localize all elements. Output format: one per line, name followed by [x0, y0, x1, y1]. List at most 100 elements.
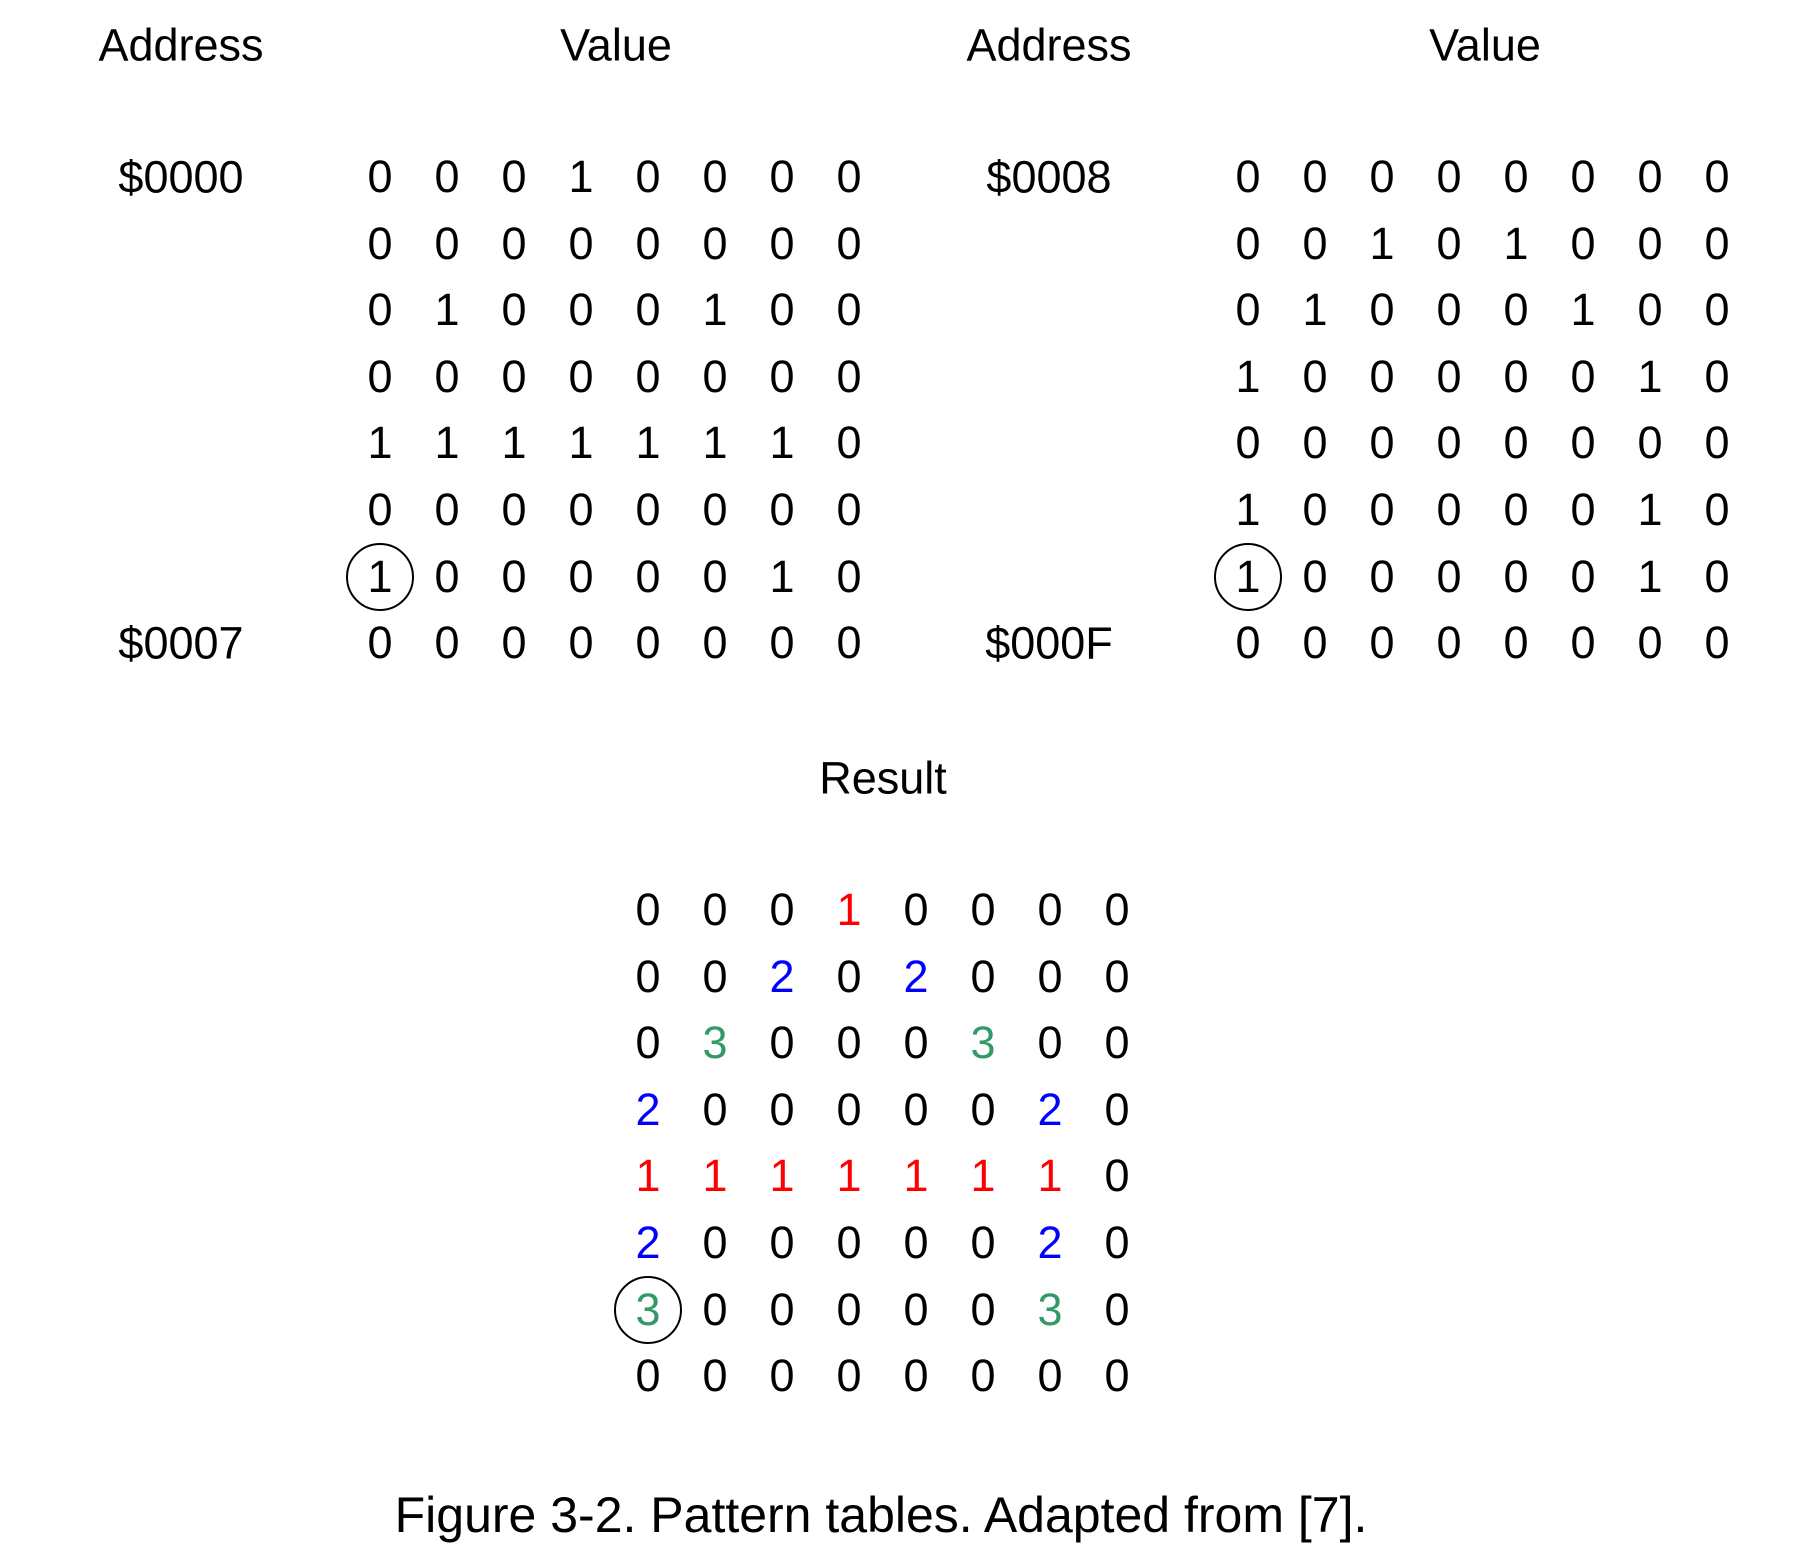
grid-cell: 0 — [903, 1283, 929, 1335]
grid-cell: 0 — [1104, 1283, 1130, 1335]
grid-cell: 1 — [1637, 550, 1663, 602]
grid-cell: 0 — [635, 284, 661, 336]
grid-cell: 0 — [1436, 484, 1462, 535]
grid-cell: 0 — [1436, 151, 1462, 202]
grid-cell: 0 — [635, 217, 661, 269]
grid-cell: 0 — [434, 217, 460, 269]
grid-cell: 0 — [1637, 151, 1663, 202]
left-start-address: $0000 — [118, 151, 244, 203]
grid-cell: 0 — [635, 484, 661, 535]
grid-cell: 1 — [1369, 217, 1395, 269]
grid-cell: 0 — [434, 151, 460, 202]
grid-cell: 1 — [635, 1150, 661, 1202]
grid-cell: 0 — [769, 617, 795, 669]
grid-cell: 0 — [702, 1350, 728, 1402]
grid-cell: 1 — [1302, 284, 1328, 336]
grid-cell: 0 — [501, 350, 527, 402]
grid-cell: 0 — [1235, 217, 1261, 269]
grid-cell: 1 — [769, 550, 795, 602]
grid-cell: 0 — [702, 1083, 728, 1135]
grid-cell: 0 — [1369, 284, 1395, 336]
grid-cell: 0 — [501, 550, 527, 602]
grid-cell: 0 — [501, 284, 527, 336]
grid-cell: 0 — [1570, 550, 1596, 602]
grid-cell: 1 — [1637, 484, 1663, 535]
grid-cell: 0 — [1037, 1350, 1063, 1402]
grid-cell: 0 — [970, 1350, 996, 1402]
grid-cell: 1 — [1235, 350, 1261, 402]
grid-cell: 0 — [1637, 284, 1663, 336]
grid-cell: 0 — [702, 151, 728, 202]
right-value-header: Value — [1429, 19, 1541, 71]
grid-cell: 0 — [903, 1083, 929, 1135]
grid-cell: 0 — [1570, 417, 1596, 469]
grid-cell: 1 — [635, 417, 661, 469]
grid-cell: 0 — [836, 1017, 862, 1069]
grid-cell: 0 — [836, 151, 862, 202]
grid-cell: 0 — [1369, 617, 1395, 669]
grid-cell: 0 — [1704, 550, 1730, 602]
highlight-circle — [346, 542, 414, 611]
grid-cell: 0 — [434, 550, 460, 602]
grid-cell: 0 — [1637, 617, 1663, 669]
grid-cell: 0 — [501, 617, 527, 669]
grid-cell: 0 — [1369, 350, 1395, 402]
grid-cell: 0 — [1302, 350, 1328, 402]
grid-cell: 0 — [434, 484, 460, 535]
grid-cell: 1 — [702, 284, 728, 336]
grid-cell: 0 — [1104, 950, 1130, 1002]
grid-cell: 0 — [1704, 217, 1730, 269]
grid-cell: 0 — [1503, 617, 1529, 669]
grid-cell: 0 — [367, 350, 393, 402]
grid-cell: 0 — [1436, 617, 1462, 669]
grid-cell: 0 — [769, 884, 795, 935]
grid-cell: 1 — [769, 417, 795, 469]
grid-cell: 0 — [1503, 284, 1529, 336]
grid-cell: 1 — [501, 417, 527, 469]
grid-cell: 0 — [836, 550, 862, 602]
grid-cell: 0 — [769, 1217, 795, 1268]
grid-cell: 2 — [635, 1083, 661, 1135]
grid-cell: 1 — [434, 284, 460, 336]
grid-cell: 0 — [635, 151, 661, 202]
grid-cell: 0 — [367, 217, 393, 269]
grid-cell: 0 — [1503, 484, 1529, 535]
grid-cell: 0 — [501, 217, 527, 269]
grid-cell: 1 — [903, 1150, 929, 1202]
grid-cell: 0 — [836, 350, 862, 402]
grid-cell: 0 — [769, 284, 795, 336]
grid-cell: 1 — [568, 417, 594, 469]
grid-cell: 1 — [836, 884, 862, 935]
grid-cell: 1 — [769, 1150, 795, 1202]
grid-cell: 0 — [1570, 350, 1596, 402]
grid-cell: 0 — [1503, 151, 1529, 202]
grid-cell: 0 — [702, 617, 728, 669]
grid-cell: 0 — [970, 1083, 996, 1135]
grid-cell: 0 — [1037, 950, 1063, 1002]
grid-cell: 0 — [501, 151, 527, 202]
grid-cell: 0 — [702, 884, 728, 935]
grid-cell: 0 — [568, 350, 594, 402]
left-value-header: Value — [560, 19, 672, 71]
grid-cell: 0 — [1235, 617, 1261, 669]
grid-cell: 0 — [1570, 217, 1596, 269]
grid-cell: 0 — [635, 350, 661, 402]
grid-cell: 1 — [434, 417, 460, 469]
grid-cell: 0 — [568, 217, 594, 269]
grid-cell: 1 — [702, 1150, 728, 1202]
grid-cell: 1 — [702, 417, 728, 469]
grid-cell: 0 — [1503, 550, 1529, 602]
grid-cell: 0 — [836, 617, 862, 669]
grid-cell: 3 — [702, 1017, 728, 1069]
grid-cell: 0 — [702, 1217, 728, 1268]
grid-cell: 2 — [903, 950, 929, 1002]
grid-cell: 0 — [434, 350, 460, 402]
grid-cell: 2 — [1037, 1217, 1063, 1268]
grid-cell: 0 — [434, 617, 460, 669]
grid-cell: 0 — [635, 950, 661, 1002]
grid-cell: 0 — [1637, 217, 1663, 269]
grid-cell: 0 — [702, 550, 728, 602]
grid-cell: 0 — [836, 1217, 862, 1268]
grid-cell: 0 — [1037, 1017, 1063, 1069]
grid-cell: 0 — [836, 217, 862, 269]
